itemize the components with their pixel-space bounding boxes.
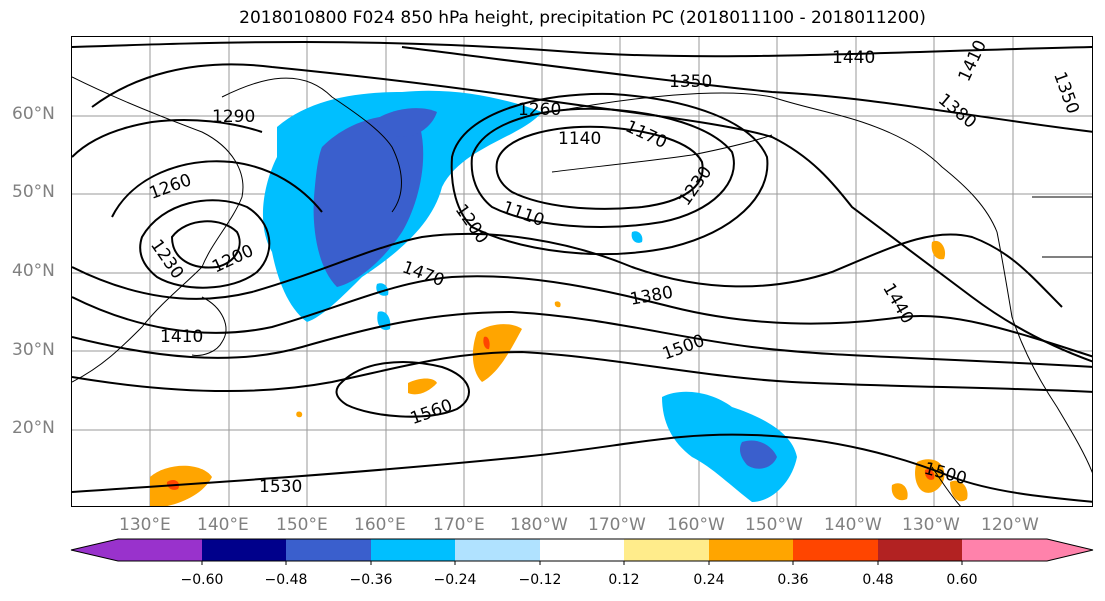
colorbar-tick-label: 0.48: [862, 572, 893, 588]
colorbar-tick-label: 0.36: [777, 572, 808, 588]
colorbar-extend-high: [1047, 539, 1093, 561]
contour-label: 1440: [832, 48, 875, 68]
contour-label: 1410: [955, 37, 991, 85]
colorbar-extend-low: [71, 539, 118, 561]
contour-label: 1530: [259, 477, 302, 497]
contour-label: 1170: [622, 117, 670, 153]
contour-label: 1410: [160, 327, 203, 347]
contour-label: 1560: [408, 396, 455, 430]
contour-label: 1200: [451, 201, 492, 248]
map-canvas: 1440 1410 1350 1350 1380 1290 1260 1140 …: [72, 37, 1092, 506]
colorbar-swatch: [624, 539, 709, 561]
contour-label: 1470: [399, 257, 446, 291]
lat-label-20n: 20°N: [12, 418, 55, 438]
colorbar-swatch: [540, 539, 624, 561]
precip-positive-area: [150, 240, 968, 506]
colorbar-swatch: [962, 539, 1047, 561]
lon-label-180w: 180°W: [510, 515, 568, 535]
colorbar-tick-label: 0.24: [693, 572, 724, 588]
contour-label: 1350: [1049, 69, 1083, 116]
contour-label: 1290: [212, 107, 255, 127]
map-title: 2018010800 F024 850 hPa height, precipit…: [239, 8, 926, 28]
colorbar-swatch: [878, 539, 962, 561]
colorbar-swatch: [118, 539, 202, 561]
colorbar-swatch: [202, 539, 286, 561]
lon-label-160w: 160°W: [667, 515, 725, 535]
colorbar-swatch: [709, 539, 793, 561]
lon-label-120w: 120°W: [981, 515, 1039, 535]
colorbar-tick-label: −0.12: [519, 572, 562, 588]
lat-label-40n: 40°N: [12, 261, 55, 281]
colorbar-tick-label: −0.24: [434, 572, 477, 588]
lon-label-160e: 160°E: [354, 515, 406, 535]
colorbar-swatch: [371, 539, 455, 561]
contour-label: 1200: [209, 241, 257, 277]
lat-label-60n: 60°N: [12, 104, 55, 124]
height-contours: [72, 41, 1092, 503]
colorbar-ticks: [201, 561, 963, 565]
colorbar-tick-labels: −0.60 −0.48 −0.36 −0.24 −0.12 0.12 0.24 …: [181, 572, 978, 588]
lon-label-130w: 130°W: [902, 515, 960, 535]
lon-label-140e: 140°E: [197, 515, 249, 535]
colorbar-outline: [70, 538, 1094, 562]
colorbar-tick-label: 0.12: [608, 572, 639, 588]
colorbar-swatches: [70, 538, 1094, 562]
lon-label-150e: 150°E: [276, 515, 328, 535]
lat-label-30n: 30°N: [12, 340, 55, 360]
lon-label-150w: 150°W: [745, 515, 803, 535]
lon-label-170e: 170°E: [433, 515, 485, 535]
lat-label-50n: 50°N: [12, 182, 55, 202]
colorbar-swatch: [455, 539, 540, 561]
colorbar-swatch: [286, 539, 371, 561]
map-panel: 1440 1410 1350 1350 1380 1290 1260 1140 …: [71, 36, 1093, 507]
lon-label-170w: 170°W: [588, 515, 646, 535]
colorbar-tick-label: −0.36: [350, 572, 393, 588]
lon-label-140w: 140°W: [824, 515, 882, 535]
colorbar-tick-label: −0.60: [181, 572, 224, 588]
precip-negative-area: [262, 90, 797, 502]
colorbar: −0.60 −0.48 −0.36 −0.24 −0.12 0.12 0.24 …: [70, 538, 1094, 588]
colorbar-tick-label: 0.60: [946, 572, 977, 588]
contour-label: 1140: [558, 129, 601, 149]
colorbar-swatch: [793, 539, 878, 561]
contour-label: 1350: [669, 72, 712, 92]
lon-label-130e: 130°E: [119, 515, 171, 535]
colorbar-tick-label: −0.48: [265, 572, 308, 588]
contour-label: 1260: [518, 100, 561, 120]
